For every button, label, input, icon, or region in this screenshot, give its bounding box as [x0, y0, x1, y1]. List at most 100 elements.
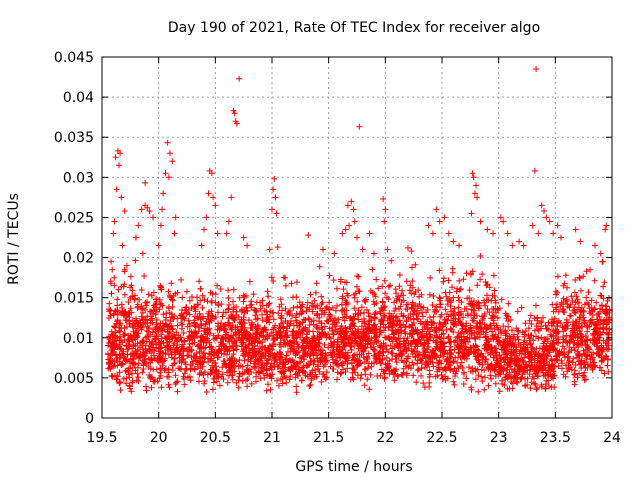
y-tick-label: 0.015 [54, 291, 94, 307]
data-point [211, 359, 218, 366]
data-point [513, 346, 520, 353]
data-point [273, 210, 280, 217]
data-point [261, 344, 268, 351]
data-point [196, 324, 203, 331]
data-point [442, 320, 449, 327]
data-point [340, 286, 347, 293]
data-point [195, 302, 201, 308]
data-point [496, 305, 503, 312]
data-point [370, 346, 377, 353]
data-point [212, 291, 219, 298]
data-point [287, 373, 294, 380]
data-point [332, 307, 339, 314]
data-point [248, 304, 255, 311]
data-point [162, 350, 169, 357]
data-point [408, 365, 414, 372]
data-point [598, 302, 605, 309]
data-point [293, 360, 300, 367]
data-point [391, 299, 398, 306]
data-point [304, 299, 311, 306]
data-point [114, 296, 121, 303]
data-point [382, 324, 389, 331]
data-point [545, 377, 552, 384]
data-point [114, 302, 121, 309]
data-point [312, 289, 319, 296]
data-point [481, 342, 488, 349]
data-point [436, 319, 443, 326]
data-point [455, 350, 462, 357]
data-point [127, 351, 134, 358]
data-point [418, 303, 424, 310]
data-point [429, 302, 436, 308]
data-point [492, 297, 499, 304]
data-point [191, 303, 198, 310]
data-point [133, 377, 140, 384]
data-point [475, 388, 482, 395]
data-point [529, 364, 535, 371]
data-point [212, 314, 219, 320]
data-point [179, 313, 186, 320]
data-point [233, 379, 240, 386]
data-point [282, 305, 289, 312]
data-point [512, 372, 519, 379]
data-point [114, 343, 121, 350]
data-point [414, 316, 421, 323]
data-point [470, 368, 476, 375]
data-point [305, 232, 312, 239]
data-point [504, 366, 511, 373]
data-point [274, 377, 280, 384]
data-point [185, 352, 192, 359]
data-point [277, 349, 284, 356]
y-tick-label: 0.04 [63, 90, 94, 106]
data-point [533, 333, 539, 340]
data-point [385, 335, 392, 341]
data-point [458, 310, 464, 317]
data-point [111, 282, 118, 289]
data-point [326, 299, 333, 306]
data-point [428, 322, 435, 329]
data-point [360, 333, 367, 340]
data-point [321, 309, 328, 316]
data-point [525, 354, 532, 361]
data-point [514, 371, 521, 378]
data-point [543, 342, 550, 349]
x-tick-label: 21.5 [313, 430, 344, 446]
data-point [381, 218, 388, 225]
data-point [385, 283, 392, 290]
data-point [318, 354, 325, 361]
data-point [468, 327, 475, 334]
data-point [578, 287, 584, 294]
data-point [115, 286, 122, 293]
data-point [108, 290, 115, 297]
data-point [559, 360, 565, 367]
data-point [197, 285, 204, 292]
data-point [414, 330, 421, 337]
data-point [522, 369, 528, 375]
data-point [377, 372, 384, 379]
data-point [285, 366, 292, 373]
data-point [550, 368, 557, 374]
data-point [230, 308, 237, 315]
data-point [274, 363, 281, 370]
data-point [151, 378, 158, 385]
data-point [320, 371, 327, 378]
data-point [358, 304, 365, 311]
data-point [354, 298, 361, 305]
data-point [307, 358, 314, 365]
data-point [340, 327, 346, 334]
data-point [412, 343, 419, 350]
data-point [340, 351, 347, 358]
data-point [121, 208, 128, 214]
data-point [225, 364, 232, 371]
data-point [517, 376, 524, 383]
data-point [354, 311, 361, 318]
data-point [515, 340, 522, 346]
data-point [340, 343, 346, 350]
data-point [448, 326, 455, 333]
data-point [513, 352, 520, 359]
data-point [109, 346, 115, 353]
data-point [196, 378, 202, 385]
data-point [403, 346, 410, 353]
data-point [210, 386, 216, 393]
data-point [361, 309, 367, 316]
